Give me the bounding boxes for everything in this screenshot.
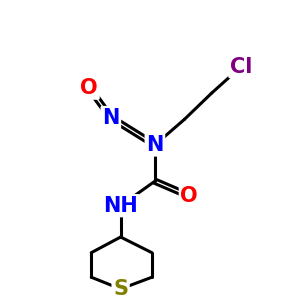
- Text: N: N: [146, 135, 164, 155]
- Text: O: O: [180, 186, 198, 206]
- Text: Cl: Cl: [230, 57, 252, 76]
- Text: S: S: [113, 279, 128, 299]
- Text: O: O: [80, 78, 98, 98]
- Text: NH: NH: [103, 196, 138, 216]
- Text: N: N: [102, 107, 119, 128]
